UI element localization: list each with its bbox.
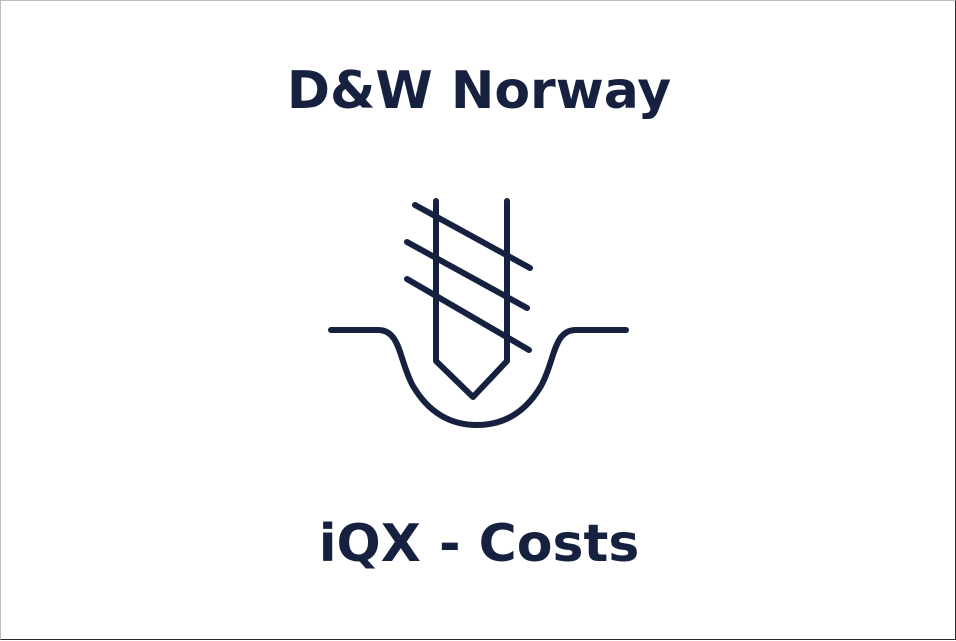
product-subtitle: iQX - Costs — [318, 514, 640, 574]
company-title: D&W Norway — [286, 61, 672, 121]
